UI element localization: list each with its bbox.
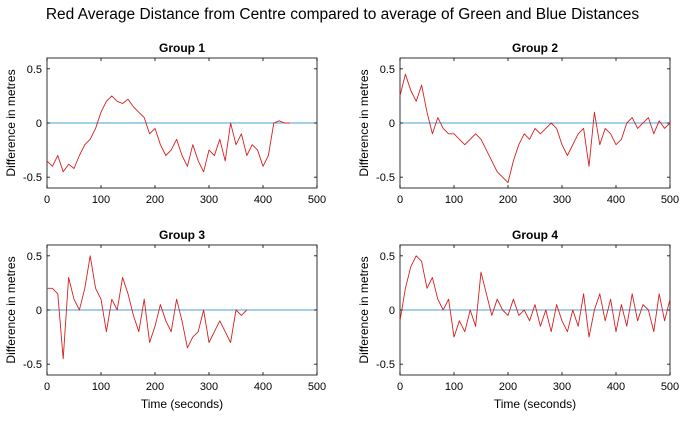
x-tick-label: 400 [254,194,272,206]
y-axis-label: Difference in metres [4,256,18,363]
y-tick-label: 0.5 [27,251,42,263]
x-tick-label: 500 [661,381,679,393]
panel-title: Group 4 [512,228,558,242]
x-tick-label: 300 [200,381,218,393]
y-tick-label: 0 [389,118,395,130]
x-tick-label: 400 [254,381,272,393]
y-tick-label: -0.5 [23,359,42,371]
panel-title: Group 2 [512,41,558,55]
x-tick-label: 200 [146,381,164,393]
series-line [399,255,671,338]
x-tick-label: 0 [44,381,50,393]
y-tick-label: 0.5 [380,64,395,76]
series-line [47,255,248,360]
x-axis-label: Time (seconds) [141,397,223,411]
panel-title: Group 3 [159,228,205,242]
y-tick-label: 0 [36,118,42,130]
y-axis-label: Difference in metres [357,256,371,363]
x-tick-label: 0 [44,194,50,206]
y-tick-label: -0.5 [376,172,395,184]
series-line [399,73,671,184]
x-tick-label: 100 [92,381,110,393]
x-tick-label: 500 [308,194,326,206]
x-tick-label: 100 [445,381,463,393]
y-tick-label: -0.5 [23,172,42,184]
x-tick-label: 500 [308,381,326,393]
y-tick-label: 0.5 [380,251,395,263]
x-tick-label: 0 [397,194,403,206]
x-tick-label: 200 [146,194,164,206]
x-tick-label: 200 [499,381,517,393]
y-tick-label: 0 [36,305,42,317]
x-tick-label: 0 [397,381,403,393]
y-axis-label: Difference in metres [357,69,371,176]
x-tick-label: 300 [553,381,571,393]
x-tick-label: 400 [607,194,625,206]
x-tick-label: 200 [499,194,517,206]
panel-title: Group 1 [159,41,205,55]
x-tick-label: 500 [661,194,679,206]
x-tick-label: 300 [200,194,218,206]
x-tick-label: 100 [445,194,463,206]
x-axis-label: Time (seconds) [494,397,576,411]
x-tick-label: 300 [553,194,571,206]
x-tick-label: 400 [607,381,625,393]
figure-title: Red Average Distance from Centre compare… [45,6,640,23]
y-tick-label: 0 [389,305,395,317]
y-tick-label: -0.5 [376,359,395,371]
y-axis-label: Difference in metres [4,69,18,176]
series-line [46,95,290,173]
x-tick-label: 100 [92,194,110,206]
y-tick-label: 0.5 [27,64,42,76]
